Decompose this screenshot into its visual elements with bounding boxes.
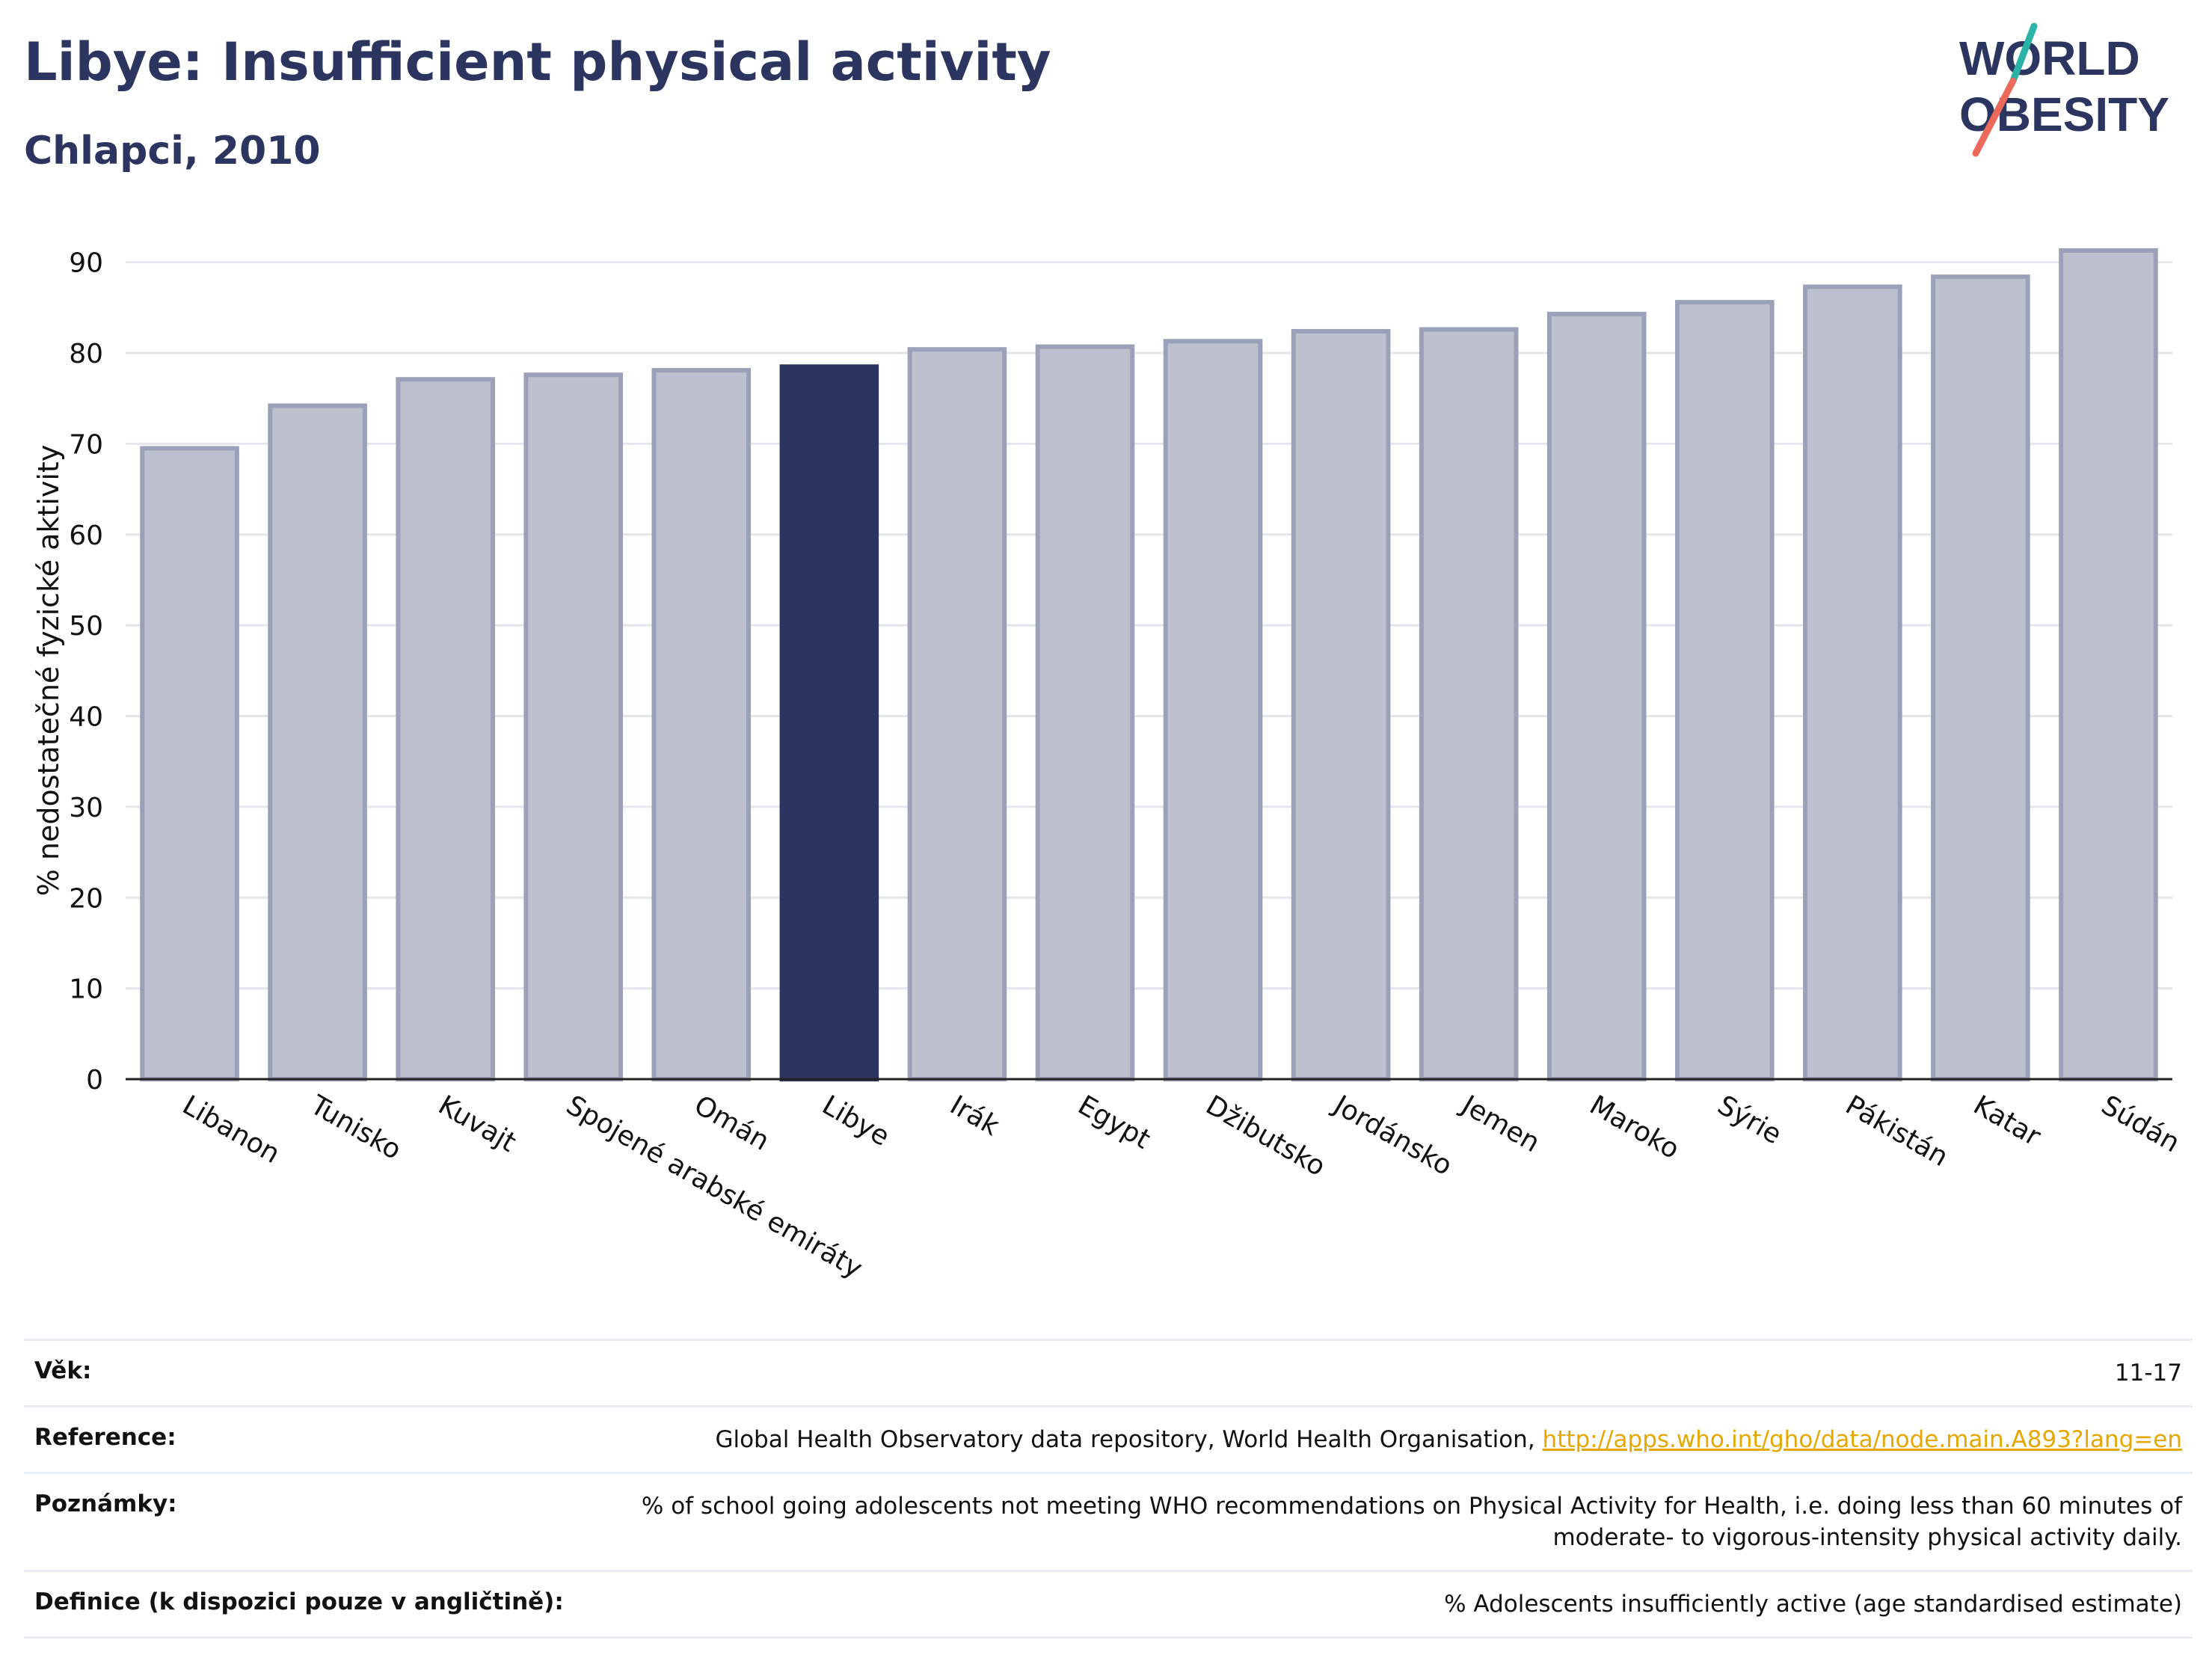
y-tick-label: 30: [69, 793, 103, 823]
logo-slash-coral: [1972, 77, 2017, 157]
logo-text-world: WORLD: [1959, 31, 2140, 85]
info-row-age: Věk: 11-17: [24, 1339, 2193, 1405]
info-table: Věk: 11-17 Reference: Global Health Obse…: [24, 1339, 2193, 1639]
age-label: Věk:: [34, 1357, 92, 1384]
bar: [1931, 274, 2030, 1081]
definition-label: Definice (k dispozici pouze v angličtině…: [34, 1588, 564, 1615]
bar: [1291, 328, 1391, 1082]
reference-text: Global Health Observatory data repositor…: [715, 1426, 1535, 1453]
reference-label: Reference:: [34, 1424, 176, 1451]
x-tick-label: Džibutsko: [1201, 1090, 1331, 1182]
bar: [396, 377, 495, 1082]
age-value: 11-17: [2114, 1360, 2182, 1387]
bar-chart: 0 10 20 30 40 50 60 70 80 90 Libanon Tunisko Kuvajt…: [32, 248, 2185, 1285]
bar: [1674, 300, 1775, 1081]
y-tick-label: 70: [69, 429, 103, 460]
page-subtitle: Chlapci, 2010: [24, 129, 321, 174]
info-row-notes: Poznámky: % of school going adolescents …: [24, 1472, 2193, 1570]
y-tick-label: 40: [69, 702, 103, 733]
info-row-reference: Reference: Global Health Observatory dat…: [24, 1405, 2193, 1472]
world-obesity-logo: WORLD OBESITY: [1959, 22, 2169, 157]
y-axis-label: % nedostatečné fyzické aktivity: [32, 445, 65, 897]
notes-label: Poznámky:: [34, 1490, 177, 1517]
bar: [1419, 327, 1519, 1082]
x-tick-label: Jordánsko: [1327, 1089, 1457, 1182]
bar: [1163, 339, 1263, 1082]
x-tick-label: Súdán: [2096, 1090, 2185, 1158]
y-axis-ticks: 0 10 20 30 40 50 60 70 80 90: [69, 248, 103, 1096]
x-tick-label: Irák: [944, 1090, 1004, 1142]
info-row-definition: Definice (k dispozici pouze v angličtině…: [24, 1570, 2193, 1639]
x-tick-label: Kuvajt: [433, 1090, 521, 1158]
x-tick-label: Maroko: [1585, 1090, 1685, 1165]
y-tick-label: 50: [69, 611, 103, 642]
y-tick-label: 60: [69, 521, 103, 551]
x-tick-label: Libanon: [177, 1090, 285, 1170]
bar: [1035, 344, 1135, 1082]
x-tick-label: Katar: [1968, 1090, 2046, 1152]
logo-slash-teal: [2009, 22, 2038, 85]
x-tick-label: Jemen: [1455, 1089, 1545, 1158]
x-tick-label: Egypt: [1072, 1090, 1155, 1155]
bar: [2059, 248, 2158, 1081]
x-tick-label: Sýrie: [1712, 1090, 1787, 1150]
x-tick-label: Tunisko: [304, 1090, 406, 1166]
bar: [140, 446, 239, 1081]
bar: [1546, 311, 1647, 1081]
definition-value: % Adolescents insufficiently active (age…: [1444, 1591, 2182, 1618]
reference-value: Global Health Observatory data repositor…: [715, 1424, 2182, 1455]
reference-link[interactable]: http://apps.who.int/gho/data/node.main.A…: [1542, 1426, 2182, 1453]
bars: [140, 248, 2158, 1082]
y-tick-label: 0: [86, 1065, 103, 1096]
y-tick-label: 90: [69, 248, 103, 279]
notes-value: % of school going adolescents not meetin…: [641, 1493, 2182, 1551]
y-tick-label: 80: [69, 339, 103, 369]
page-title: Libye: Insufficient physical activity: [24, 31, 1051, 93]
bar: [268, 403, 367, 1081]
x-axis-labels: Libanon Tunisko Kuvajt Spojené arabské emir…: [177, 1089, 2185, 1284]
x-tick-label: Omán: [689, 1090, 774, 1157]
bar: [779, 364, 879, 1082]
bar: [1803, 284, 1902, 1081]
y-tick-label: 10: [69, 974, 103, 1005]
bar: [907, 347, 1007, 1082]
bar: [651, 368, 752, 1082]
x-tick-label: Pákistán: [1840, 1090, 1953, 1173]
bar: [523, 372, 624, 1082]
y-tick-label: 20: [69, 883, 103, 914]
x-tick-label: Libye: [817, 1090, 894, 1152]
